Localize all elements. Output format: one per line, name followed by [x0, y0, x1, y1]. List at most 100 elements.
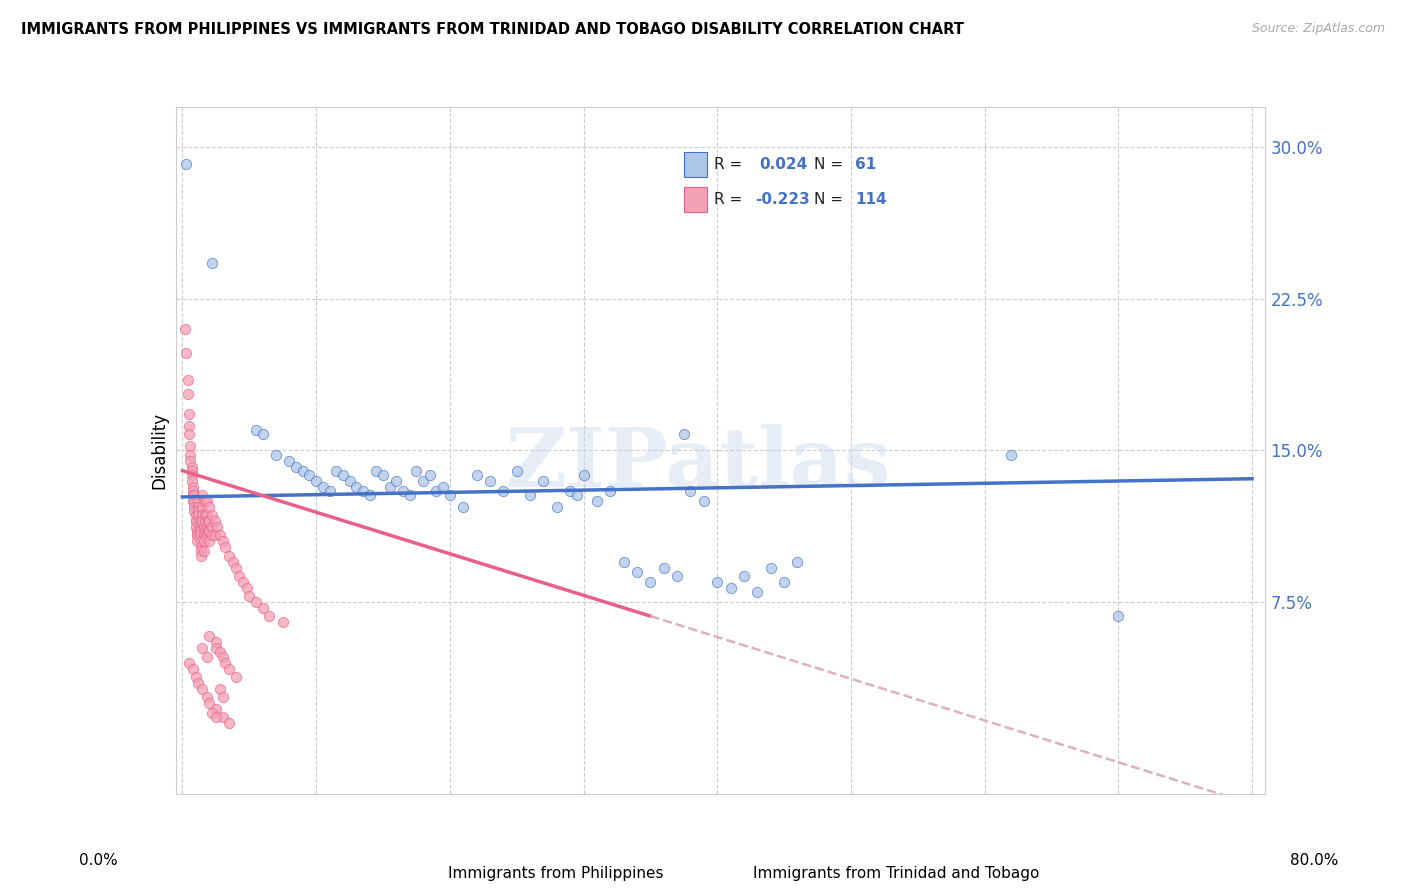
Point: [184, 514, 207, 528]
Point: [187, 508, 209, 522]
Point: [264, 448, 287, 462]
Point: [183, 504, 205, 518]
Point: [626, 565, 648, 579]
Point: [232, 574, 254, 589]
Text: R =: R =: [714, 157, 747, 172]
Point: [197, 524, 219, 539]
Point: [505, 464, 527, 478]
Point: [679, 483, 702, 498]
Point: [179, 427, 201, 442]
Point: [214, 541, 236, 555]
FancyBboxPatch shape: [683, 187, 707, 212]
Point: [191, 641, 214, 656]
Point: [179, 407, 201, 421]
Point: [201, 528, 224, 542]
Point: [201, 508, 224, 522]
Point: [186, 534, 208, 549]
Point: [405, 464, 427, 478]
Text: N =: N =: [814, 193, 848, 207]
Point: [208, 528, 231, 542]
Point: [211, 649, 233, 664]
Point: [533, 474, 555, 488]
Point: [252, 601, 274, 615]
Point: [225, 670, 247, 684]
Point: [599, 483, 621, 498]
Point: [492, 483, 515, 498]
Point: [652, 560, 675, 574]
Point: [666, 568, 689, 582]
Point: [198, 696, 221, 710]
Point: [572, 467, 595, 482]
Point: [478, 474, 501, 488]
Point: [184, 670, 207, 684]
Point: [193, 520, 215, 534]
Point: [177, 373, 200, 387]
Point: [193, 534, 215, 549]
Point: [733, 568, 755, 582]
Point: [188, 520, 211, 534]
Point: [180, 474, 202, 488]
Point: [201, 520, 224, 534]
Point: [546, 500, 568, 514]
Text: 114: 114: [855, 193, 887, 207]
Point: [366, 464, 388, 478]
Point: [188, 528, 211, 542]
Point: [190, 544, 212, 558]
Point: [183, 494, 205, 508]
Point: [180, 464, 202, 478]
Point: [194, 514, 217, 528]
Point: [190, 549, 212, 563]
Point: [205, 520, 228, 534]
Text: ZIPatlas: ZIPatlas: [506, 425, 891, 504]
Point: [195, 528, 218, 542]
Point: [193, 544, 215, 558]
Point: [191, 508, 214, 522]
Point: [177, 387, 200, 401]
Point: [197, 514, 219, 528]
Text: 0.024: 0.024: [759, 157, 807, 172]
Point: [451, 500, 474, 514]
Point: [786, 555, 808, 569]
Point: [586, 494, 609, 508]
Point: [211, 710, 233, 724]
Point: [187, 494, 209, 508]
Point: [195, 520, 218, 534]
Point: [759, 560, 782, 574]
Point: [1107, 609, 1129, 624]
Point: [392, 483, 415, 498]
Point: [184, 508, 207, 522]
Point: [184, 520, 207, 534]
Point: [195, 649, 218, 664]
Point: [385, 474, 408, 488]
Text: 0.0%: 0.0%: [79, 854, 118, 868]
Point: [198, 629, 221, 643]
Point: [181, 488, 204, 502]
Point: [194, 494, 217, 508]
Point: [359, 488, 381, 502]
Point: [747, 585, 769, 599]
Point: [214, 656, 236, 670]
Point: [186, 528, 208, 542]
Point: [218, 662, 240, 676]
Text: R =: R =: [714, 193, 747, 207]
Point: [398, 488, 420, 502]
Point: [225, 560, 247, 574]
Point: [640, 574, 662, 589]
Text: -0.223: -0.223: [755, 193, 810, 207]
Point: [194, 524, 217, 539]
Point: [298, 467, 321, 482]
Text: 61: 61: [855, 157, 877, 172]
Point: [344, 480, 367, 494]
Point: [179, 439, 201, 453]
Point: [285, 459, 308, 474]
Point: [271, 615, 294, 630]
Point: [187, 500, 209, 514]
Y-axis label: Disability: Disability: [150, 412, 169, 489]
Point: [613, 555, 636, 569]
Point: [190, 541, 212, 555]
Point: [672, 427, 695, 442]
Point: [378, 480, 401, 494]
Point: [318, 483, 340, 498]
Point: [205, 710, 228, 724]
Point: [194, 508, 217, 522]
